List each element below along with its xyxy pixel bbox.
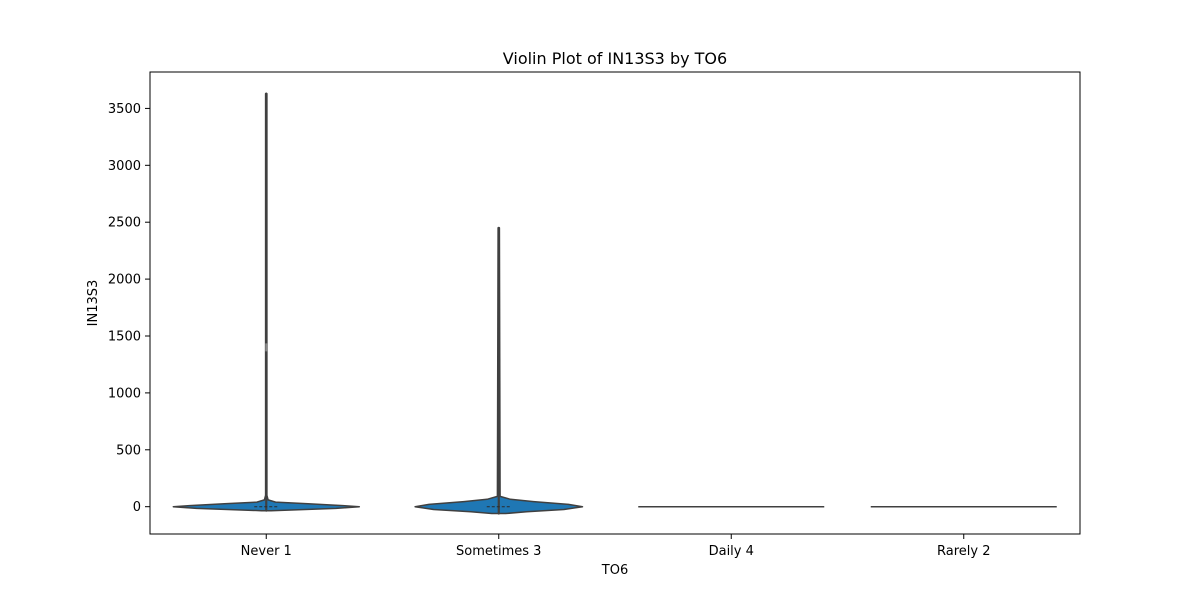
y-tick-label: 3500 — [108, 102, 141, 117]
y-tick-label: 500 — [116, 443, 141, 458]
violins-layer — [172, 92, 1057, 515]
violin-never-1 — [172, 92, 361, 512]
y-tick-label: 3000 — [108, 159, 141, 174]
chart-title: Violin Plot of IN13S3 by TO6 — [503, 49, 727, 68]
violin-sometimes-3 — [414, 226, 584, 515]
y-tick-label: 2500 — [108, 216, 141, 231]
x-axis-title: TO6 — [601, 563, 628, 578]
y-tick-label: 1500 — [108, 330, 141, 345]
x-tick-label: Sometimes 3 — [456, 544, 541, 559]
x-tick-label: Daily 4 — [709, 544, 754, 559]
plot-area-frame — [149, 71, 1081, 535]
x-tick-label: Never 1 — [241, 544, 292, 559]
y-axis: 0 500 1000 1500 2000 2500 3000 3500 — [108, 102, 150, 515]
y-tick-label: 2000 — [108, 273, 141, 288]
y-axis-title: IN13S3 — [86, 280, 101, 327]
x-tick-label: Rarely 2 — [937, 544, 990, 559]
y-tick-label: 0 — [133, 500, 141, 515]
x-axis: Never 1 Sometimes 3 Daily 4 Rarely 2 — [241, 534, 990, 559]
y-tick-label: 1000 — [108, 386, 141, 401]
